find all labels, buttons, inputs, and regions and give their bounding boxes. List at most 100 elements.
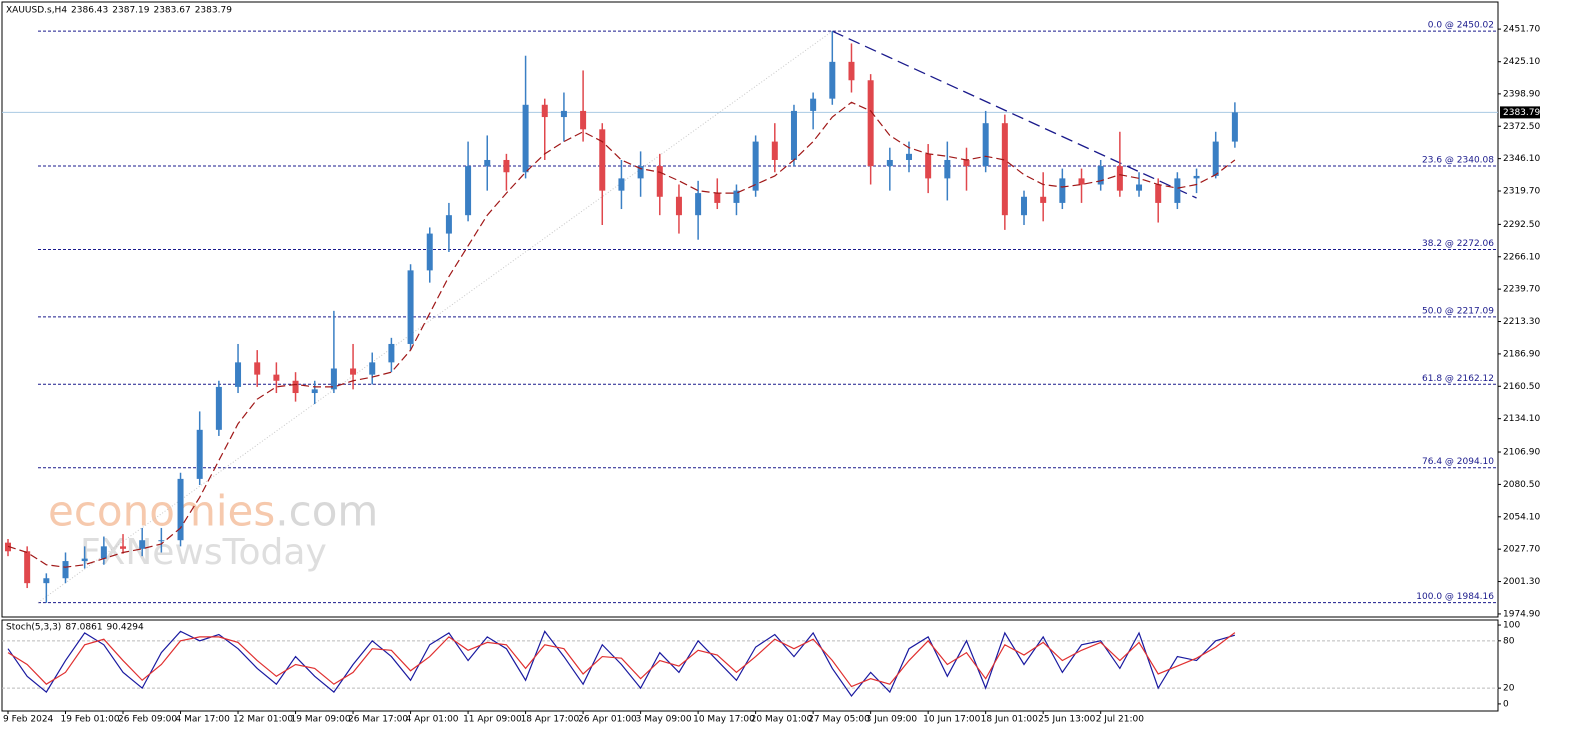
stoch-line [7,632,1236,688]
x-tick-label: 10 May 17:00 [693,715,755,725]
header-text: 2383.79 [195,6,232,16]
x-tick-label: 26 Apr 01:00 [578,715,637,725]
candle-body [1021,196,1028,216]
candle-body [618,178,625,191]
trend-line [832,30,1197,199]
candle-body [1155,184,1162,203]
candle-body [177,478,184,541]
y-tick-label: 2451.70 [1503,25,1540,35]
candle-body [790,110,797,160]
y-tick-label: 1974.90 [1503,609,1540,619]
candle-body [465,166,472,216]
candle-body [254,362,261,375]
candle-body [675,196,682,216]
y-tick-label: 80 [1503,636,1515,646]
header-text: 2387.19 [112,6,149,16]
header-text: Stoch(5,3,3) [6,623,61,633]
candle-body [733,190,740,203]
candle-body [350,368,357,375]
x-tick-label: 19 Feb 01:00 [61,715,120,725]
candle-body [445,215,452,234]
candle-body [541,104,548,118]
x-tick-label: 26 Feb 09:00 [118,715,177,725]
watermark: FXNewsToday [80,532,327,573]
candle-body [752,141,759,191]
y-tick-label: 2319.70 [1503,187,1540,197]
header-text: 2386.43 [71,6,108,16]
header-text: 87.0861 [65,623,102,633]
x-tick-label: 26 Mar 17:00 [348,715,408,725]
y-tick-label: 2266.10 [1503,252,1540,262]
candle-body [714,193,721,203]
candle-body [560,110,567,118]
x-tick-label: 3 May 09:00 [636,715,692,725]
watermark: economies [48,487,275,536]
fib-label: 76.4 @ 2094.10 [1422,457,1494,467]
candle-body [1078,178,1085,185]
candle-body [100,546,107,559]
y-tick-label: 2239.70 [1503,285,1540,295]
candle-body [62,561,69,579]
x-tick-label: 20 May 01:00 [751,715,813,725]
header-text: 90.4294 [107,623,144,633]
stoch-panel [1,619,1499,712]
current-price-label: 2383.79 [1503,108,1540,118]
y-tick-label: 2186.90 [1503,349,1540,359]
candle-body [330,368,337,390]
y-tick-label: 2292.50 [1503,220,1540,230]
x-tick-label: 25 Jun 13:00 [1038,715,1095,725]
fib-label: 38.2 @ 2272.06 [1422,239,1494,249]
y-tick-label: 2213.30 [1503,317,1540,327]
candle-body [120,546,127,549]
y-tick-label: 100 [1503,621,1520,631]
candle-body [484,159,491,167]
y-tick-label: 2425.10 [1503,57,1540,67]
y-tick-label: 20 [1503,684,1515,694]
fib-diagonal [37,30,833,603]
candle-body [963,159,970,167]
x-tick-label: 3 Jun 09:00 [866,715,918,725]
y-tick-label: 2001.30 [1503,577,1540,587]
candle-body [1040,196,1047,203]
moving-average [7,101,1236,568]
y-tick-label: 0 [1503,699,1509,709]
candle-body [1059,178,1066,203]
candle-body [273,374,280,381]
x-tick-label: 9 Feb 2024 [3,715,54,725]
candle-body [637,166,644,179]
x-tick-label: 10 Jun 17:00 [923,715,980,725]
candle-body [369,362,376,375]
candle-body [139,540,146,549]
candle-body [599,129,606,191]
candle-body [215,386,222,430]
candle-body [24,551,31,584]
x-tick-label: 12 Mar 01:00 [233,715,293,725]
candle-body [1212,141,1219,176]
y-tick-label: 2346.10 [1503,154,1540,164]
candle-body [1193,175,1200,179]
y-tick-label: 2080.50 [1503,480,1540,490]
candle-body [925,153,932,179]
candle-body [867,80,874,167]
candle-body [580,110,587,130]
candle-body [1231,112,1238,142]
candle-body [905,153,912,160]
x-tick-label: 18 Jun 01:00 [981,715,1038,725]
candle-body [158,540,165,542]
candle-body [656,166,663,197]
candle-body [503,159,510,173]
x-tick-label: 2 Jul 21:00 [1096,715,1145,725]
y-tick-label: 2134.10 [1503,414,1540,424]
watermark: .com [275,487,378,536]
y-tick-label: 2398.90 [1503,89,1540,99]
candle-body [1136,184,1143,191]
y-tick-label: 2027.70 [1503,545,1540,555]
fib-label: 61.8 @ 2162.12 [1422,374,1494,384]
fib-label: 50.0 @ 2217.09 [1422,306,1494,316]
x-tick-label: 19 Mar 09:00 [291,715,351,725]
x-tick-label: 4 Apr 01:00 [406,715,459,725]
y-tick-label: 2160.50 [1503,382,1540,392]
fib-label: 100.0 @ 1984.16 [1416,592,1494,602]
candle-body [43,578,50,584]
